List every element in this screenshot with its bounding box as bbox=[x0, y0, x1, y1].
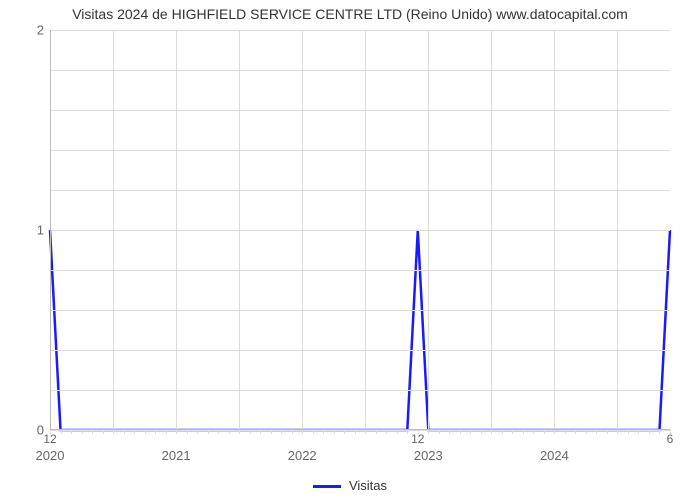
gridline-vertical bbox=[113, 30, 114, 430]
x-tick-label: 12 bbox=[43, 430, 56, 446]
minor-tick bbox=[533, 430, 534, 434]
minor-tick bbox=[449, 430, 450, 434]
gridline-horizontal bbox=[50, 350, 670, 351]
x-year-label: 2024 bbox=[540, 430, 569, 463]
minor-tick bbox=[218, 430, 219, 434]
gridline-horizontal bbox=[50, 190, 670, 191]
minor-tick bbox=[659, 430, 660, 434]
gridline-horizontal bbox=[50, 430, 670, 431]
minor-tick bbox=[575, 430, 576, 434]
gridline-horizontal bbox=[50, 270, 670, 271]
gridline-vertical bbox=[365, 30, 366, 430]
minor-tick bbox=[460, 430, 461, 434]
minor-tick bbox=[71, 430, 72, 434]
gridline-vertical bbox=[554, 30, 555, 430]
minor-tick bbox=[365, 430, 366, 434]
y-tick-label: 2 bbox=[37, 23, 50, 38]
gridline-vertical bbox=[302, 30, 303, 430]
minor-tick bbox=[250, 430, 251, 434]
minor-tick bbox=[649, 430, 650, 434]
minor-tick bbox=[323, 430, 324, 434]
gridline-horizontal bbox=[50, 110, 670, 111]
gridline-vertical bbox=[428, 30, 429, 430]
x-year-label: 2022 bbox=[288, 430, 317, 463]
minor-tick bbox=[281, 430, 282, 434]
gridline-horizontal bbox=[50, 230, 670, 231]
minor-tick bbox=[82, 430, 83, 434]
minor-tick bbox=[124, 430, 125, 434]
minor-tick bbox=[407, 430, 408, 434]
minor-tick bbox=[239, 430, 240, 434]
minor-tick bbox=[586, 430, 587, 434]
gridline-vertical bbox=[491, 30, 492, 430]
x-tick-label: 6 bbox=[667, 430, 674, 446]
minor-tick bbox=[491, 430, 492, 434]
gridline-vertical bbox=[239, 30, 240, 430]
minor-tick bbox=[134, 430, 135, 434]
minor-tick bbox=[103, 430, 104, 434]
minor-tick bbox=[470, 430, 471, 434]
legend-swatch bbox=[313, 485, 341, 488]
minor-tick bbox=[376, 430, 377, 434]
minor-tick bbox=[260, 430, 261, 434]
minor-tick bbox=[155, 430, 156, 434]
minor-tick bbox=[229, 430, 230, 434]
minor-tick bbox=[92, 430, 93, 434]
minor-tick bbox=[355, 430, 356, 434]
gridline-vertical bbox=[617, 30, 618, 430]
minor-tick bbox=[607, 430, 608, 434]
chart-title: Visitas 2024 de HIGHFIELD SERVICE CENTRE… bbox=[0, 6, 700, 22]
axis-line bbox=[50, 30, 51, 430]
minor-tick bbox=[502, 430, 503, 434]
y-tick-label: 1 bbox=[37, 223, 50, 238]
minor-tick bbox=[628, 430, 629, 434]
legend: Visitas bbox=[0, 478, 700, 493]
minor-tick bbox=[113, 430, 114, 434]
gridline-horizontal bbox=[50, 70, 670, 71]
minor-tick bbox=[523, 430, 524, 434]
minor-tick bbox=[197, 430, 198, 434]
gridline-horizontal bbox=[50, 150, 670, 151]
minor-tick bbox=[334, 430, 335, 434]
minor-tick bbox=[386, 430, 387, 434]
minor-tick bbox=[481, 430, 482, 434]
minor-tick bbox=[617, 430, 618, 434]
x-tick-label: 12 bbox=[411, 430, 424, 446]
gridline-vertical bbox=[176, 30, 177, 430]
minor-tick bbox=[397, 430, 398, 434]
chart-container: Visitas 2024 de HIGHFIELD SERVICE CENTRE… bbox=[0, 0, 700, 500]
gridline-horizontal bbox=[50, 310, 670, 311]
gridline-horizontal bbox=[50, 30, 670, 31]
minor-tick bbox=[596, 430, 597, 434]
plot-area: 0122020202120222023202412126 bbox=[50, 30, 670, 430]
minor-tick bbox=[512, 430, 513, 434]
minor-tick bbox=[145, 430, 146, 434]
gridline-horizontal bbox=[50, 390, 670, 391]
axis-line bbox=[50, 429, 670, 430]
minor-tick bbox=[271, 430, 272, 434]
minor-tick bbox=[208, 430, 209, 434]
x-year-label: 2021 bbox=[162, 430, 191, 463]
minor-tick bbox=[638, 430, 639, 434]
legend-label: Visitas bbox=[349, 478, 387, 493]
minor-tick bbox=[344, 430, 345, 434]
